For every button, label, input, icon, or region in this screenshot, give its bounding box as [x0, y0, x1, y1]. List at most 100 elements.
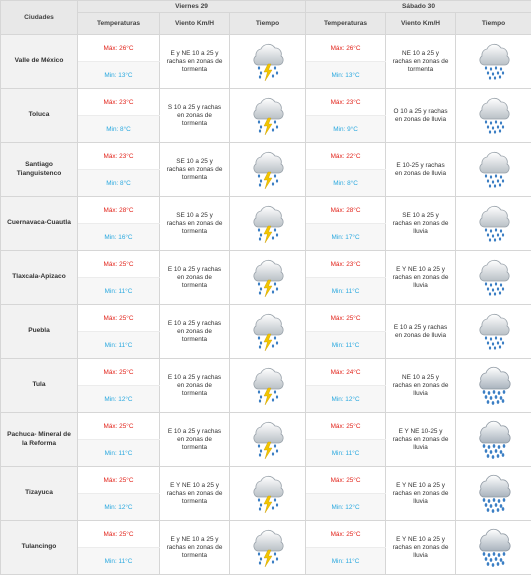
- storm-icon: [230, 256, 305, 300]
- rain-icon: [456, 40, 531, 84]
- d2-wind: SE 10 a 25 y rachas en zonas de lluvia: [385, 196, 457, 251]
- table-row: Tula Máx: 25°C E 10 a 25 y rachas en zonas…: [0, 358, 531, 413]
- d2-min-temp: Min: 13°C: [305, 61, 387, 89]
- table-row: Cuernavaca-Cuautla Máx: 28°C SE 10 a 25 y …: [0, 196, 531, 251]
- d1-min-temp: Min: 11°C: [77, 439, 160, 467]
- day2-wind-header: Viento Km/H: [385, 12, 457, 35]
- d2-wind: NE 10 a 25 y rachas en zonas de tormenta: [385, 34, 457, 89]
- table-row-min: Min: 11°C Min: 11°C: [1, 439, 531, 467]
- day1-wind-header: Viento Km/H: [159, 12, 230, 35]
- heavy-rain-icon: [456, 472, 531, 516]
- table-row: Tlaxcala-Apizaco Máx: 25°C E 10 a 25 y rac…: [0, 250, 531, 305]
- d1-max-temp: Máx: 25°C: [77, 358, 160, 386]
- table-row: Tizayuca Máx: 25°C E Y NE 10 a 25 y rachas…: [0, 466, 531, 521]
- d1-min-temp: Min: 12°C: [77, 385, 160, 413]
- d1-wind: E 10 a 25 y rachas en zonas de tormenta: [159, 412, 230, 467]
- d2-weather: [455, 250, 531, 305]
- d1-wind: E Y NE 10 a 25 y rachas en zonas de torm…: [159, 466, 230, 521]
- d1-weather: [228, 358, 307, 413]
- d1-weather: [228, 520, 307, 575]
- d2-wind: E 10 a 25 y rachas en zonas de lluvia: [385, 304, 457, 359]
- day2-temps-header: Temperaturas: [305, 12, 387, 35]
- table-row: Santiago Tianguistenco Máx: 23°C SE 10 a 2…: [0, 142, 531, 197]
- d1-min-temp: Min: 16°C: [77, 223, 160, 251]
- city-name: Pachuca- Mineral de la Reforma: [0, 412, 78, 467]
- d1-max-temp: Máx: 25°C: [77, 466, 160, 494]
- d2-min-temp: Min: 12°C: [305, 385, 387, 413]
- forecast-body: Valle de México Máx: 26°C E y NE 10 a 25 y…: [0, 34, 531, 575]
- d1-wind: E 10 a 25 y rachas en zonas de tormenta: [159, 304, 230, 359]
- storm-icon: [230, 148, 305, 192]
- d2-max-temp: Máx: 24°C: [305, 358, 387, 386]
- d2-weather: [455, 358, 531, 413]
- d2-wind: O 10 a 25 y rachas en zonas de lluvia: [385, 88, 457, 143]
- d2-min-temp: Min: 9°C: [305, 115, 387, 143]
- day2-weather-header: Tiempo: [455, 12, 531, 35]
- table-row-min: Min: 8°C Min: 9°C: [1, 115, 531, 143]
- d2-min-temp: Min: 12°C: [305, 493, 387, 521]
- d1-wind: E 10 a 25 y rachas en zonas de tormenta: [159, 358, 230, 413]
- table-row: Tulancingo Máx: 25°C E y NE 10 a 25 y rach…: [0, 520, 531, 575]
- d1-max-temp: Máx: 25°C: [77, 250, 160, 278]
- d1-wind: SE 10 a 25 y rachas en zonas de tormenta: [159, 142, 230, 197]
- table-row-min: Min: 12°C Min: 12°C: [1, 385, 531, 413]
- d2-max-temp: Máx: 25°C: [305, 520, 387, 548]
- d1-min-temp: Min: 8°C: [77, 115, 160, 143]
- d1-wind: E 10 a 25 y rachas en zonas de tormenta: [159, 250, 230, 305]
- d1-max-temp: Máx: 25°C: [77, 520, 160, 548]
- table-row-min: Min: 13°C Min: 13°C: [1, 61, 531, 89]
- d1-wind: SE 10 a 25 y rachas en zonas de tormenta: [159, 196, 230, 251]
- d2-min-temp: Min: 8°C: [305, 169, 387, 197]
- heavy-rain-icon: [456, 364, 531, 408]
- d2-weather: [455, 34, 531, 89]
- d1-min-temp: Min: 12°C: [77, 493, 160, 521]
- city-name: Puebla: [0, 304, 78, 359]
- d1-weather: [228, 412, 307, 467]
- storm-icon: [230, 40, 305, 84]
- storm-icon: [230, 472, 305, 516]
- d1-max-temp: Máx: 23°C: [77, 88, 160, 116]
- d1-weather: [228, 88, 307, 143]
- d2-weather: [455, 466, 531, 521]
- city-name: Tulancingo: [0, 520, 78, 575]
- storm-icon: [230, 364, 305, 408]
- d2-weather: [455, 88, 531, 143]
- d2-weather: [455, 520, 531, 575]
- d2-max-temp: Máx: 26°C: [305, 34, 387, 62]
- d1-weather: [228, 142, 307, 197]
- d2-weather: [455, 412, 531, 467]
- d1-min-temp: Min: 11°C: [77, 547, 160, 575]
- table-row: Puebla Máx: 25°C E 10 a 25 y rachas en zon…: [0, 304, 531, 359]
- d2-wind: E Y NE 10 a 25 y rachas en zonas de lluv…: [385, 250, 457, 305]
- table-row-min: Min: 16°C Min: 17°C: [1, 223, 531, 251]
- d1-weather: [228, 304, 307, 359]
- d1-wind: S 10 a 25 y rachas en zonas de tormenta: [159, 88, 230, 143]
- d2-max-temp: Máx: 23°C: [305, 88, 387, 116]
- city-name: Tlaxcala-Apizaco: [0, 250, 78, 305]
- storm-icon: [230, 202, 305, 246]
- city-name: Toluca: [0, 88, 78, 143]
- d2-weather: [455, 304, 531, 359]
- city-name: Santiago Tianguistenco: [0, 142, 78, 197]
- d2-wind: E Y NE 10 a 25 y rachas en zonas de lluv…: [385, 466, 457, 521]
- d1-weather: [228, 34, 307, 89]
- storm-icon: [230, 418, 305, 462]
- d2-min-temp: Min: 11°C: [305, 547, 387, 575]
- d1-min-temp: Min: 8°C: [77, 169, 160, 197]
- d2-wind: E Y NE 10-25 y rachas en zonas de lluvia: [385, 412, 457, 467]
- d2-min-temp: Min: 11°C: [305, 439, 387, 467]
- day1-header: Viernes 29: [76, 0, 307, 13]
- d2-wind: E 10-25 y rachas en zonas de lluvia: [385, 142, 457, 197]
- rain-icon: [456, 256, 531, 300]
- rain-icon: [456, 202, 531, 246]
- day1-weather-header: Tiempo: [228, 12, 307, 35]
- d2-min-temp: Min: 17°C: [305, 223, 387, 251]
- table-row-min: Min: 8°C Min: 8°C: [1, 169, 531, 197]
- d1-wind: E y NE 10 a 25 y rachas en zonas de torm…: [159, 520, 230, 575]
- d2-weather: [455, 196, 531, 251]
- city-name: Tula: [0, 358, 78, 413]
- city-name: Cuernavaca-Cuautla: [0, 196, 78, 251]
- storm-icon: [230, 526, 305, 570]
- d2-min-temp: Min: 11°C: [305, 331, 387, 359]
- d1-min-temp: Min: 13°C: [77, 61, 160, 89]
